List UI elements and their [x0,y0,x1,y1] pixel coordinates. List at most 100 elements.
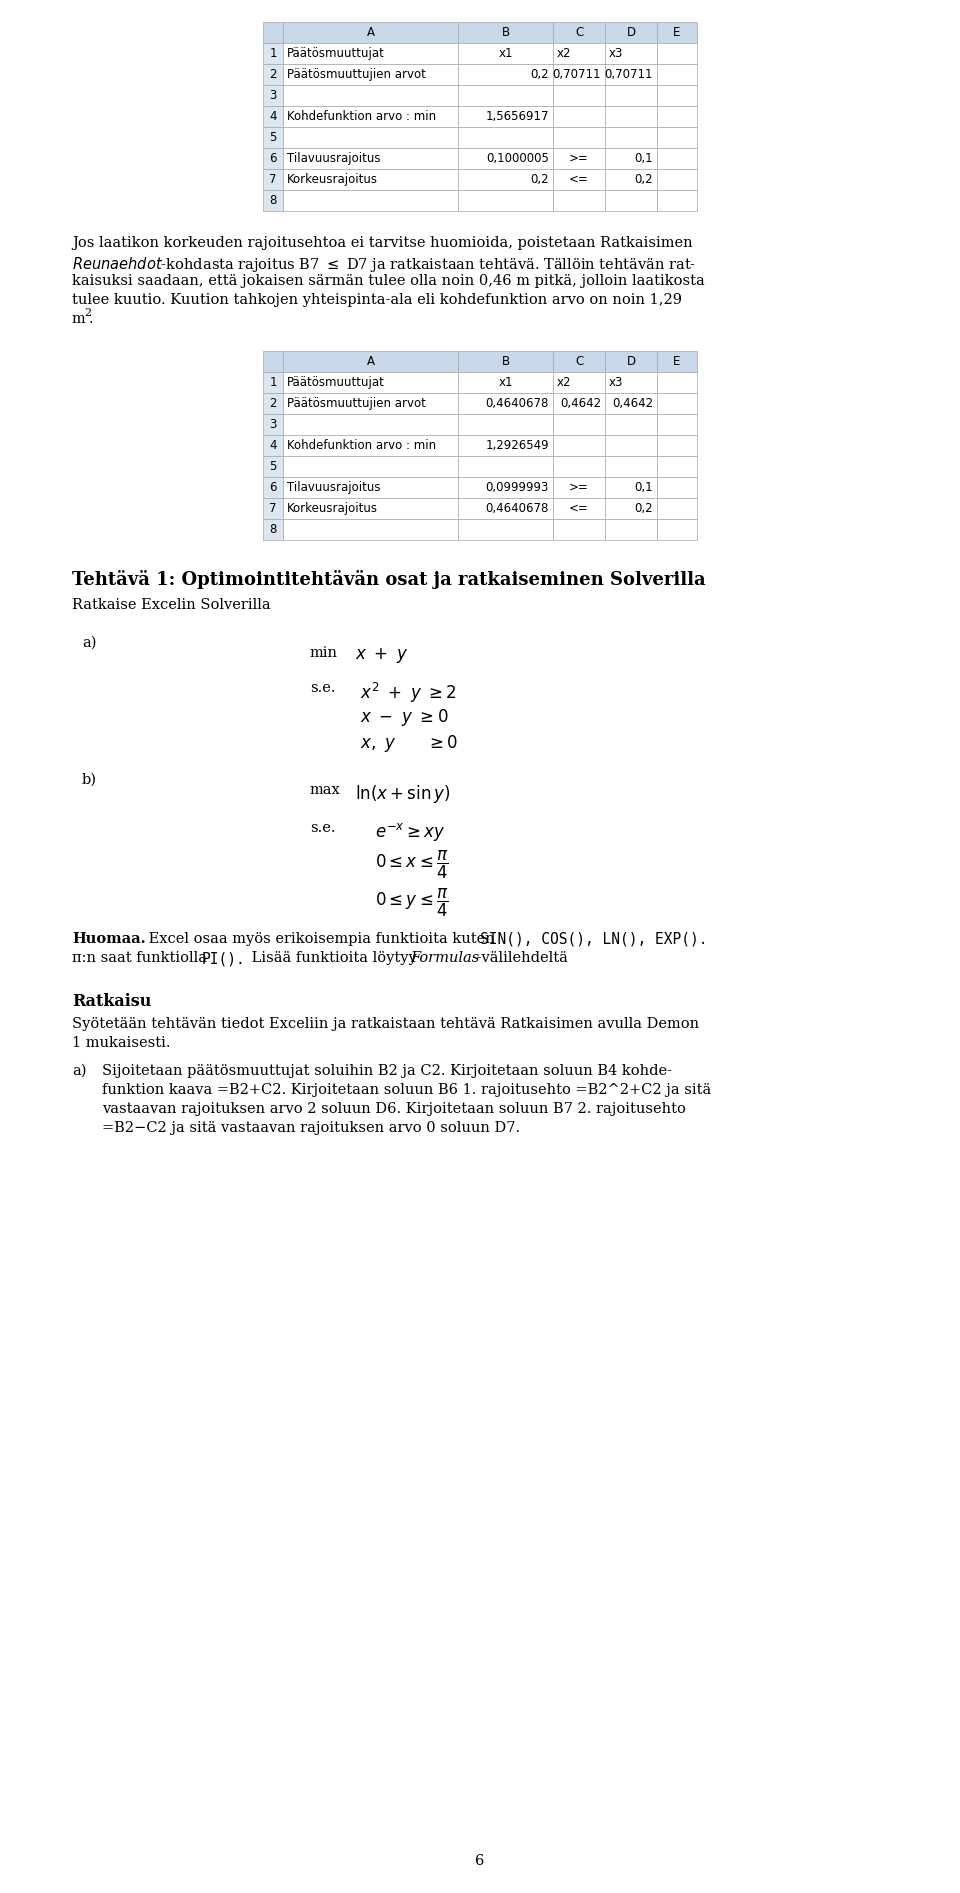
Text: Päätösmuuttujien arvot: Päätösmuuttujien arvot [287,68,426,81]
Bar [283,44,458,64]
Text: Tilavuusrajoitus: Tilavuusrajoitus [287,151,380,165]
Text: Formulas: Formulas [410,950,479,965]
Text: D: D [627,356,636,367]
Bar [283,350,458,373]
Bar [458,106,553,127]
Text: B: B [501,27,510,40]
Text: 0,4640678: 0,4640678 [486,502,549,515]
Bar [263,373,283,394]
Bar [458,350,553,373]
Bar [553,44,605,64]
Text: <=: <= [569,172,588,186]
Bar [283,394,458,415]
Text: s.e.: s.e. [310,822,335,835]
Text: 6: 6 [269,481,276,494]
Bar [605,23,657,44]
Bar [605,189,657,210]
Bar [553,394,605,415]
Bar [263,85,283,106]
Bar [553,435,605,456]
Bar [605,127,657,148]
Bar [283,498,458,519]
Text: 1 mukaisesti.: 1 mukaisesti. [72,1035,171,1051]
Bar [458,498,553,519]
Text: 4: 4 [269,439,276,452]
Text: 0,2: 0,2 [530,172,549,186]
Bar [458,415,553,435]
Text: $\ln(x + \sin y)$: $\ln(x + \sin y)$ [355,784,450,805]
Bar [283,373,458,394]
Bar [657,148,697,168]
Bar [458,85,553,106]
Bar [553,64,605,85]
Bar [605,148,657,168]
Bar [283,168,458,189]
Text: $x, \ y \qquad \geq 0$: $x, \ y \qquad \geq 0$ [360,733,458,753]
Bar [605,64,657,85]
Text: C: C [575,356,583,367]
Bar [458,23,553,44]
Bar [263,64,283,85]
Bar [283,189,458,210]
Text: 3: 3 [270,89,276,102]
Bar [657,415,697,435]
Bar [283,85,458,106]
Text: $e^{-x} \geq xy$: $e^{-x} \geq xy$ [375,822,445,842]
Bar [263,350,283,373]
Text: 4: 4 [269,110,276,123]
Bar [263,168,283,189]
Text: 1: 1 [269,47,276,61]
Bar [458,168,553,189]
Text: Sijoitetaan päätösmuuttujat soluihin B2 ja C2. Kirjoitetaan soluun B4 kohde-: Sijoitetaan päätösmuuttujat soluihin B2 … [102,1064,672,1077]
Bar [263,23,283,44]
Bar [458,44,553,64]
Bar [553,189,605,210]
Text: D: D [627,27,636,40]
Text: 0,4640678: 0,4640678 [486,398,549,411]
Bar [553,477,605,498]
Text: Kohdefunktion arvo : min: Kohdefunktion arvo : min [287,439,436,452]
Text: 0,2: 0,2 [635,172,653,186]
Text: 0,1: 0,1 [635,481,653,494]
Text: 7: 7 [269,502,276,515]
Text: a): a) [82,636,97,649]
Bar [458,477,553,498]
Bar [605,394,657,415]
Text: Ratkaise Excelin Solverilla: Ratkaise Excelin Solverilla [72,598,271,611]
Text: 8: 8 [270,522,276,536]
Bar [657,168,697,189]
Text: 2: 2 [269,68,276,81]
Text: A: A [367,27,374,40]
Text: Korkeusrajoitus: Korkeusrajoitus [287,172,378,186]
Text: 1: 1 [269,377,276,388]
Bar [263,127,283,148]
Bar [657,127,697,148]
Text: 5: 5 [270,131,276,144]
Bar [657,519,697,540]
Text: Tilavuusrajoitus: Tilavuusrajoitus [287,481,380,494]
Text: vastaavan rajoituksen arvo 2 soluun D6. Kirjoitetaan soluun B7 2. rajoitusehto: vastaavan rajoituksen arvo 2 soluun D6. … [102,1102,685,1117]
Text: x1: x1 [498,377,513,388]
Bar [263,456,283,477]
Text: min: min [310,646,338,661]
Text: 0,4642: 0,4642 [560,398,601,411]
Bar [553,23,605,44]
Bar [553,456,605,477]
Text: Päätösmuuttujien arvot: Päätösmuuttujien arvot [287,398,426,411]
Bar [263,435,283,456]
Text: 1,5656917: 1,5656917 [486,110,549,123]
Bar [263,498,283,519]
Text: $\mathit{Reunaehdot}$-kohdasta rajoitus B7 $\leq$ D7 ja ratkaistaan tehtävä. Täl: $\mathit{Reunaehdot}$-kohdasta rajoitus … [72,256,696,274]
Text: $x^2 \ + \ y \ \geq 2$: $x^2 \ + \ y \ \geq 2$ [360,681,457,704]
Text: tulee kuutio. Kuution tahkojen yhteispinta-ala eli kohdefunktion arvo on noin 1,: tulee kuutio. Kuution tahkojen yhteispin… [72,293,682,307]
Bar [458,148,553,168]
Bar [605,415,657,435]
Text: -välilehdeltä: -välilehdeltä [472,950,568,965]
Bar [553,350,605,373]
Bar [263,148,283,168]
Text: PI().: PI(). [202,950,246,965]
Text: 0,1000005: 0,1000005 [486,151,549,165]
Text: >=: >= [569,151,588,165]
Text: Tehtävä 1: Optimointitehtävän osat ja ratkaiseminen Solverilla: Tehtävä 1: Optimointitehtävän osat ja ra… [72,570,706,589]
Text: 2: 2 [84,309,91,318]
